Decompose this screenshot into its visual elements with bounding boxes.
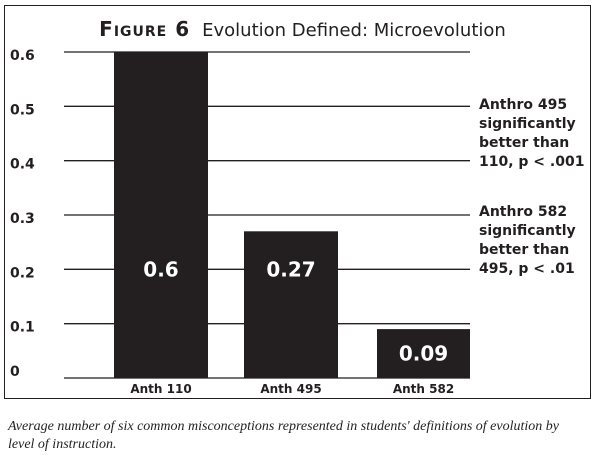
figure-number: Figure 6 — [99, 17, 191, 41]
annotation-582: Anthro 582 significantly better than 495… — [479, 204, 576, 277]
y-tick-label: 0.3 — [10, 211, 35, 227]
y-tick-label: 0 — [10, 364, 20, 380]
figure-caption: Average number of six common misconcepti… — [8, 419, 559, 452]
y-tick-label: 0.5 — [10, 102, 35, 118]
bar — [244, 231, 338, 378]
figure-frame — [4, 5, 591, 399]
data-label: 0.27 — [266, 257, 315, 281]
annotation-495: Anthro 495 significantly better than 110… — [479, 97, 585, 170]
chart-title: Figure 6 Evolution Defined: Microevolutio… — [0, 17, 605, 41]
data-label: 0.6 — [143, 257, 178, 281]
data-label: 0.09 — [399, 342, 448, 366]
x-tick-label: Anth 110 — [130, 382, 191, 396]
y-tick-label: 0.2 — [10, 265, 35, 281]
figure-title: Evolution Defined: Microevolution — [202, 20, 506, 41]
y-tick-label: 0.4 — [10, 157, 35, 173]
bar — [114, 52, 208, 378]
y-tick-label: 0.1 — [10, 320, 35, 336]
bar — [377, 329, 470, 378]
x-tick-label: Anth 582 — [393, 382, 454, 396]
x-tick-label: Anth 495 — [260, 382, 321, 396]
y-tick-label: 0.6 — [10, 48, 35, 64]
